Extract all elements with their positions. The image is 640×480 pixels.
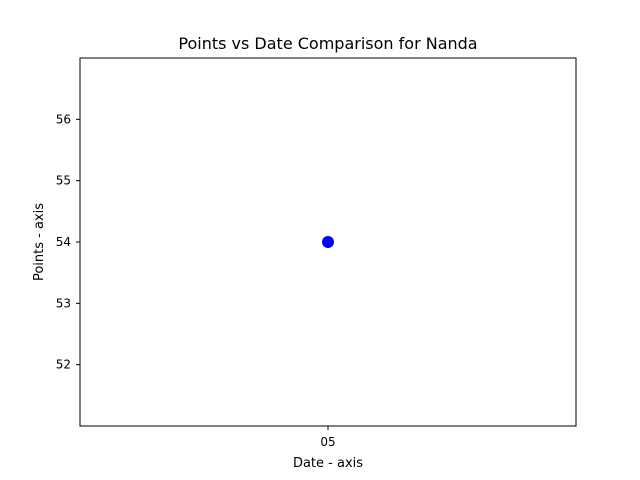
y-tick-label: 54	[56, 235, 71, 249]
x-axis-ticks: 05	[320, 426, 336, 449]
y-tick-label: 56	[56, 112, 71, 126]
y-tick-label: 53	[56, 296, 71, 310]
x-tick-label: 05	[320, 435, 335, 449]
data-points	[322, 236, 334, 248]
data-point	[322, 236, 334, 248]
y-axis-label: Points - axis	[32, 203, 47, 281]
x-axis-label: Date - axis	[293, 456, 363, 471]
y-axis-ticks: 52 53 54 55 56	[56, 112, 80, 372]
y-tick-label: 52	[56, 358, 71, 372]
y-tick-label: 55	[56, 174, 71, 188]
chart-title: Points vs Date Comparison for Nanda	[178, 34, 477, 53]
